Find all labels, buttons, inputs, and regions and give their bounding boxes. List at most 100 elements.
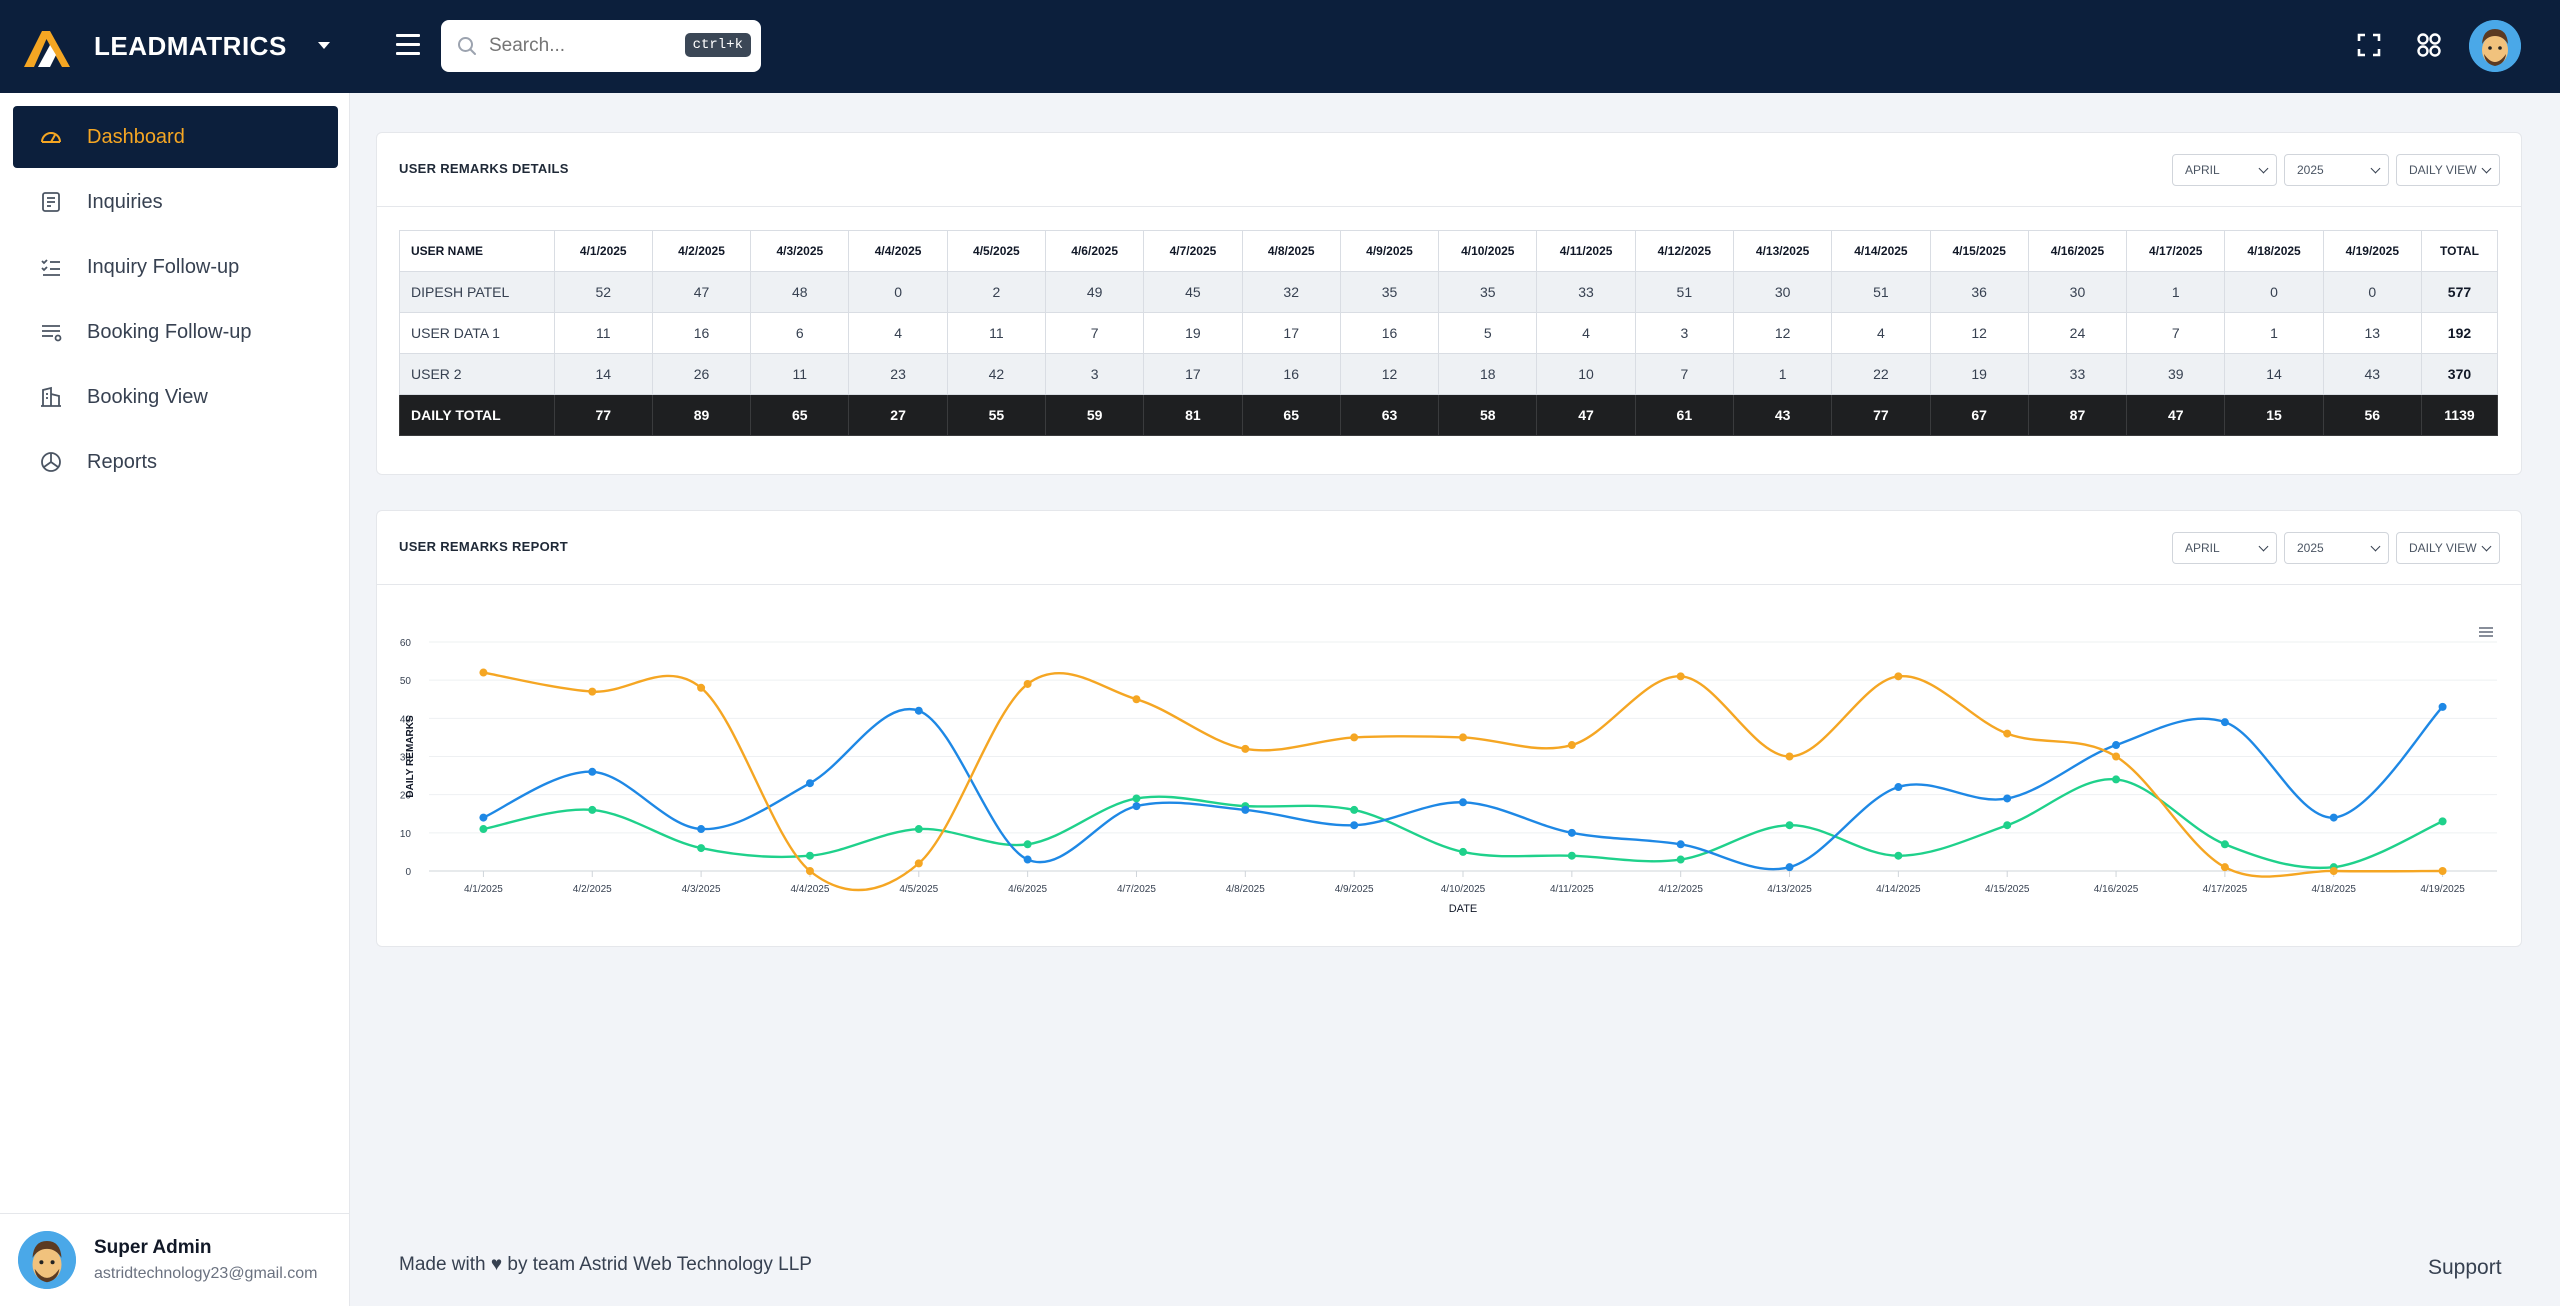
data-point[interactable] (588, 687, 597, 696)
table-cell: 10 (1536, 353, 1636, 395)
data-point[interactable] (1023, 855, 1032, 864)
search-icon (458, 37, 476, 55)
table-cell: 1 (2126, 271, 2226, 313)
data-point[interactable] (2438, 867, 2447, 875)
x-tick-label: 4/9/2025 (1335, 884, 1374, 895)
data-point[interactable] (2003, 729, 2012, 738)
data-point[interactable] (2438, 702, 2447, 711)
data-point[interactable] (914, 706, 923, 715)
sidebar-item-inquiry-follow-up[interactable]: Inquiry Follow-up (13, 236, 338, 298)
chart-menu-icon[interactable] (2479, 627, 2493, 637)
data-point[interactable] (2112, 752, 2121, 761)
row-total-cell: 192 (2420, 312, 2499, 354)
sidebar-item-dashboard[interactable]: Dashboard (13, 106, 338, 168)
data-point[interactable] (697, 844, 706, 853)
column-header-date: 4/9/2025 (1339, 230, 1440, 272)
data-point[interactable] (479, 668, 488, 677)
menu-toggle-icon[interactable] (396, 34, 420, 56)
data-point[interactable] (1894, 783, 1903, 792)
data-point[interactable] (1241, 805, 1250, 814)
data-point[interactable] (2220, 840, 2229, 849)
data-point[interactable] (697, 683, 706, 692)
data-point[interactable] (2220, 718, 2229, 727)
data-point[interactable] (2112, 775, 2121, 784)
table-cell: 26 (651, 353, 752, 395)
data-point[interactable] (1459, 733, 1467, 742)
data-point[interactable] (2003, 821, 2012, 830)
data-point[interactable] (1350, 733, 1359, 742)
x-tick-label: 4/7/2025 (1117, 884, 1156, 895)
avatar-face-icon (18, 1231, 76, 1289)
data-point[interactable] (1894, 672, 1903, 681)
sidebar-item-booking-follow-up[interactable]: Booking Follow-up (13, 301, 338, 363)
data-point[interactable] (805, 851, 814, 860)
sidebar-item-inquiries[interactable]: Inquiries (13, 171, 338, 233)
data-point[interactable] (914, 859, 923, 868)
view-select-value: DAILY VIEW (2409, 541, 2477, 555)
data-point[interactable] (1676, 855, 1685, 864)
data-point[interactable] (2220, 863, 2229, 872)
sidebar-item-reports[interactable]: Reports (13, 431, 338, 493)
data-point[interactable] (1132, 695, 1141, 704)
data-point[interactable] (1567, 828, 1576, 837)
data-point[interactable] (2112, 741, 2121, 750)
brand[interactable]: LEADMATRICS (0, 0, 350, 93)
search-input[interactable] (489, 35, 689, 57)
sidebar-item-booking-view[interactable]: Booking View (13, 366, 338, 428)
brand-caret-down-icon[interactable] (318, 42, 330, 49)
month-select[interactable]: APRIL (2172, 532, 2277, 564)
table-cell: 22 (1831, 353, 1931, 395)
data-point[interactable] (1567, 741, 1576, 750)
data-point[interactable] (914, 825, 923, 834)
data-point[interactable] (588, 805, 597, 814)
avatar-face-icon (2469, 20, 2521, 72)
data-point[interactable] (1785, 863, 1794, 872)
data-point[interactable] (1241, 744, 1250, 753)
data-point[interactable] (479, 813, 488, 822)
column-header-total: TOTAL (2420, 230, 2499, 272)
checklist-icon (41, 259, 60, 276)
data-point[interactable] (1023, 679, 1032, 688)
apps-grid-icon[interactable] (2416, 32, 2442, 58)
sidebar-profile[interactable]: Super Admin astridtechnology23@gmail.com (0, 1213, 350, 1306)
data-point[interactable] (1676, 672, 1685, 681)
data-point[interactable] (1567, 851, 1576, 860)
search-box[interactable]: ctrl+k (441, 20, 761, 72)
sidebar-item-label: Reports (87, 450, 158, 473)
data-point[interactable] (2329, 867, 2338, 875)
data-point[interactable] (1459, 847, 1467, 856)
data-point[interactable] (805, 867, 814, 875)
fullscreen-icon[interactable] (2356, 32, 2382, 58)
table-cell: 16 (1339, 312, 1440, 354)
x-tick-label: 4/5/2025 (899, 884, 938, 895)
data-point[interactable] (1459, 798, 1467, 807)
data-point[interactable] (805, 779, 814, 788)
data-point[interactable] (1132, 802, 1141, 811)
user-avatar[interactable] (2469, 20, 2521, 72)
support-link[interactable]: Support (2428, 1256, 2502, 1279)
view-select[interactable]: DAILY VIEW (2396, 154, 2500, 186)
chevron-down-icon (2258, 163, 2269, 174)
data-point[interactable] (2438, 817, 2447, 826)
data-point[interactable] (1023, 840, 1032, 849)
search-shortcut-badge: ctrl+k (684, 33, 751, 57)
data-point[interactable] (1785, 821, 1794, 830)
data-point[interactable] (588, 767, 597, 776)
data-point[interactable] (1350, 805, 1359, 814)
table-cell: 4 (848, 312, 948, 354)
data-point[interactable] (1350, 821, 1359, 830)
data-point[interactable] (2003, 794, 2012, 803)
data-point[interactable] (1785, 752, 1794, 761)
data-point[interactable] (1132, 794, 1141, 803)
data-point[interactable] (1894, 851, 1903, 860)
table-cell: 4 (1536, 312, 1636, 354)
table-cell: 0 (2322, 271, 2422, 313)
year-select[interactable]: 2025 (2284, 154, 2389, 186)
year-select[interactable]: 2025 (2284, 532, 2389, 564)
data-point[interactable] (2329, 813, 2338, 822)
data-point[interactable] (1676, 840, 1685, 849)
view-select[interactable]: DAILY VIEW (2396, 532, 2500, 564)
data-point[interactable] (697, 825, 706, 834)
data-point[interactable] (479, 825, 488, 834)
month-select[interactable]: APRIL (2172, 154, 2277, 186)
